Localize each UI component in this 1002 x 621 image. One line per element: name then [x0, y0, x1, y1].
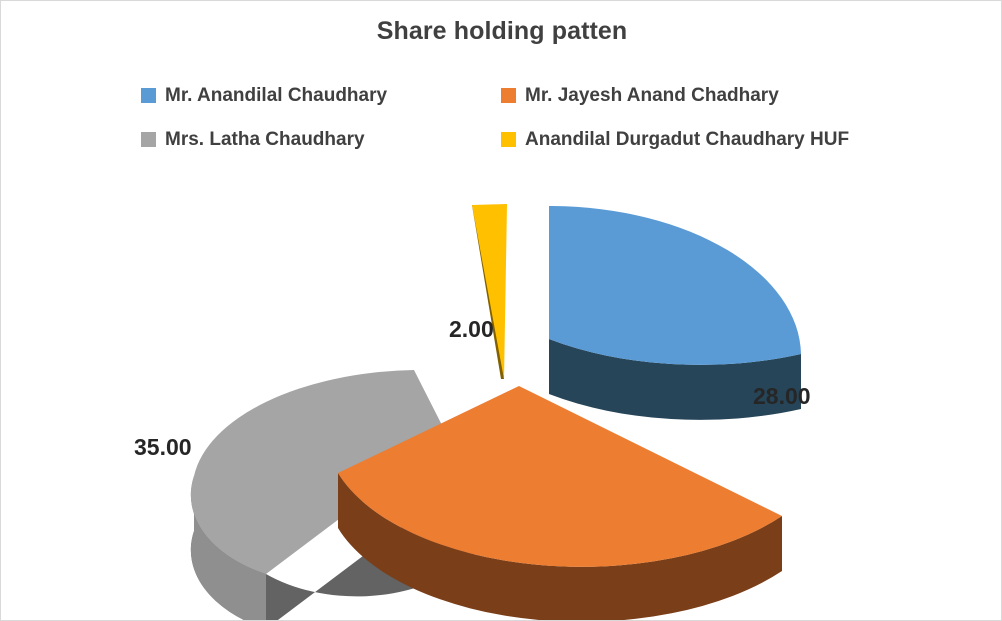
- data-label-blue: 28.00: [753, 383, 811, 409]
- legend-swatch-orange-icon: [501, 87, 516, 103]
- pie-chart-graphic: 2.00 28.00 35.00 35.00: [1, 151, 1001, 621]
- pie-slice-orange-side: [338, 473, 782, 620]
- legend-label-jayesh-anand-chadhary: Mr. Jayesh Anand Chadhary: [525, 84, 779, 106]
- legend-swatch-blue-icon: [141, 87, 156, 103]
- legend-item-anandilal-durgadut-huf[interactable]: Anandilal Durgadut Chaudhary HUF: [501, 117, 881, 161]
- pie-slice-yellow-top: [472, 204, 507, 379]
- data-label-yellow: 2.00: [449, 316, 494, 342]
- legend-label-anandilal-durgadut-huf: Anandilal Durgadut Chaudhary HUF: [525, 128, 850, 150]
- chart-title: Share holding patten: [376, 17, 628, 45]
- legend-label-anandilal-chaudhary: Mr. Anandilal Chaudhary: [165, 84, 388, 106]
- data-label-gray: 35.00: [134, 434, 192, 460]
- pie-slice-orange-top: [338, 386, 782, 567]
- pie-slice-gray-rim: [190, 476, 266, 620]
- legend-item-anandilal-chaudhary[interactable]: Mr. Anandilal Chaudhary: [141, 73, 501, 117]
- pie-slice-blue[interactable]: [549, 206, 801, 420]
- legend-item-latha-chaudhary[interactable]: Mrs. Latha Chaudhary: [141, 117, 501, 161]
- pie-slice-gray-top: [190, 370, 448, 574]
- pie-slice-blue-side: [549, 339, 801, 420]
- chart-legend: Mr. Anandilal Chaudhary Mr. Jayesh Anand…: [141, 73, 881, 161]
- legend-item-jayesh-anand-chadhary[interactable]: Mr. Jayesh Anand Chadhary: [501, 73, 881, 117]
- pie-svg: [190, 204, 801, 621]
- legend-label-latha-chaudhary: Mrs. Latha Chaudhary: [165, 128, 365, 150]
- legend-swatch-gray-icon: [141, 131, 156, 147]
- pie-slice-blue-top: [549, 206, 801, 365]
- legend-swatch-yellow-icon: [501, 131, 516, 147]
- pie-slice-yellow[interactable]: [472, 204, 507, 379]
- pie-slice-orange[interactable]: [338, 386, 782, 621]
